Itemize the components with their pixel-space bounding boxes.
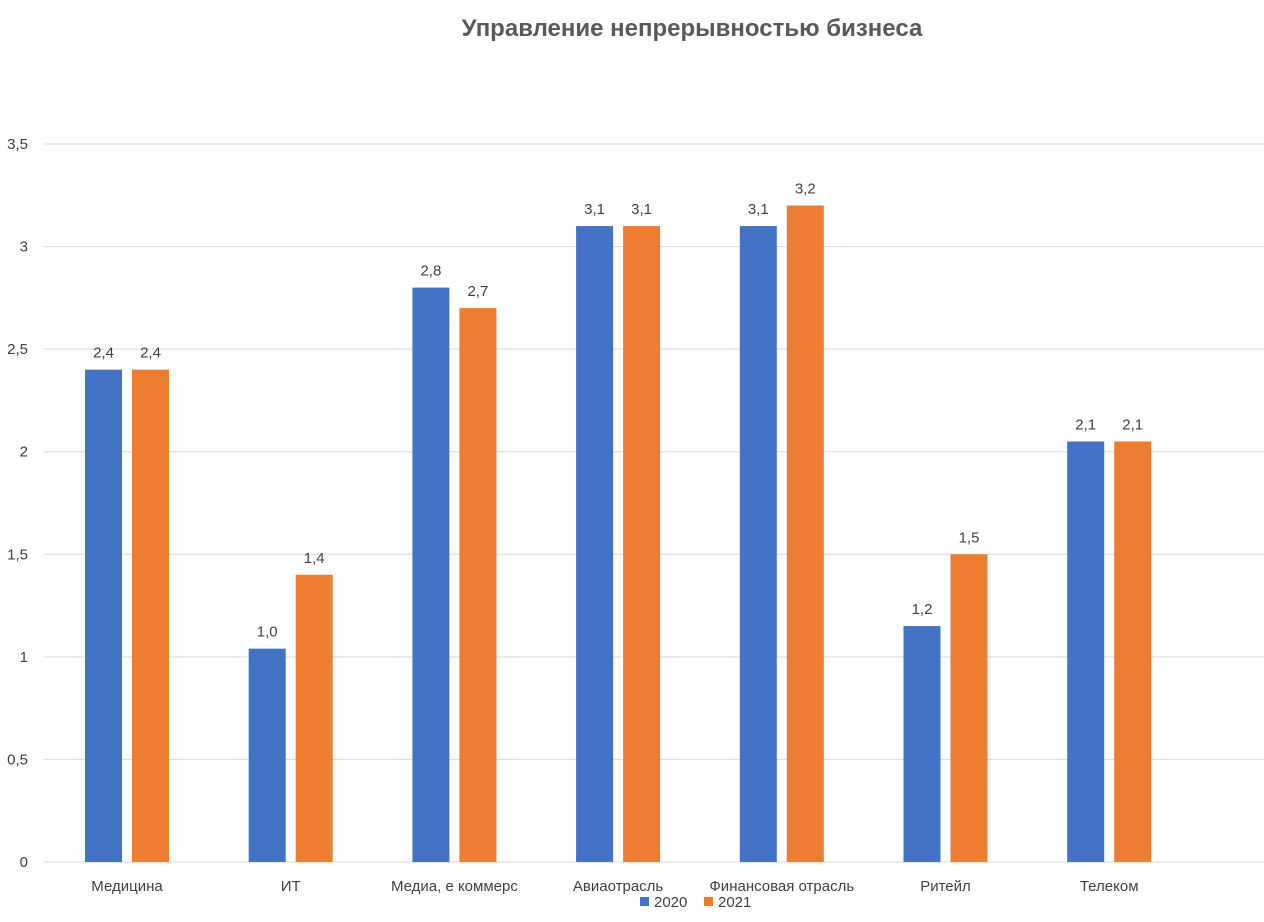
bar-2021-6 [1114,441,1152,862]
x-tick-label: Медиа, е коммерс [391,878,518,895]
data-label: 2,1 [1122,416,1143,433]
data-label: 2,4 [93,345,114,362]
data-label: 2,4 [140,345,161,362]
bar-2020-6 [1067,441,1105,862]
bar-2021-2 [459,308,497,863]
y-tick-label: 3 [20,239,28,256]
bar-2020-4 [739,226,777,863]
y-axis-ticks: 0 0,5 1 1,5 2 2,5 3 3,5 [7,136,28,871]
y-tick-label: 0,5 [7,751,28,768]
y-tick-label: 1 [20,649,28,666]
data-label: 2,1 [1075,416,1096,433]
bar-2020-5 [903,626,941,862]
chart-title: Управление непрерывностью бизнеса [462,15,923,42]
bar-2021-0 [132,369,169,862]
bar-2020-3 [576,226,614,863]
data-label: 1,2 [912,601,933,618]
data-label: 1,4 [304,550,325,567]
data-label: 2,8 [420,263,441,280]
bar-2020-1 [248,648,286,862]
legend-label: 2020 [654,894,687,911]
y-tick-label: 1,5 [7,546,28,563]
legend-swatch-2020 [640,897,649,906]
legend-swatch-2021 [704,897,713,906]
x-tick-label: Телеком [1080,878,1139,895]
x-tick-label: Ритейл [920,878,971,895]
data-labels: 2,4 2,4 1,0 1,4 2,8 2,7 3,1 3,1 3,1 3,2 1,2 1,5 2,1 2… [93,181,1143,641]
bar-2021-5 [950,554,988,862]
y-tick-label: 0 [20,854,28,871]
bar-2021-1 [295,574,333,862]
y-tick-label: 2 [20,444,28,461]
x-axis-categories: Медицина ИТ Медиа, е коммерс Авиаотрасль Фин… [91,878,1138,895]
x-tick-label: Авиаотрасль [573,878,664,895]
bar-2021-3 [623,226,661,863]
x-tick-label: Медицина [91,878,163,895]
bars [85,205,1152,863]
y-tick-label: 2,5 [7,341,28,358]
bar-2021-4 [786,205,824,863]
bar-2020-0 [85,369,122,862]
data-label: 2,7 [467,283,488,300]
data-label: 3,1 [584,201,605,218]
bar-2020-2 [412,287,450,863]
legend: 2020 2021 [640,894,751,911]
data-label: 1,5 [959,529,980,546]
data-label: 3,1 [748,201,769,218]
y-tick-label: 3,5 [7,136,28,153]
x-tick-label: ИТ [281,878,301,895]
x-tick-label: Финансовая отрасль [709,878,854,895]
data-label: 3,1 [631,201,652,218]
data-label: 1,0 [257,624,278,641]
legend-label: 2021 [718,894,751,911]
data-label: 3,2 [795,181,816,198]
